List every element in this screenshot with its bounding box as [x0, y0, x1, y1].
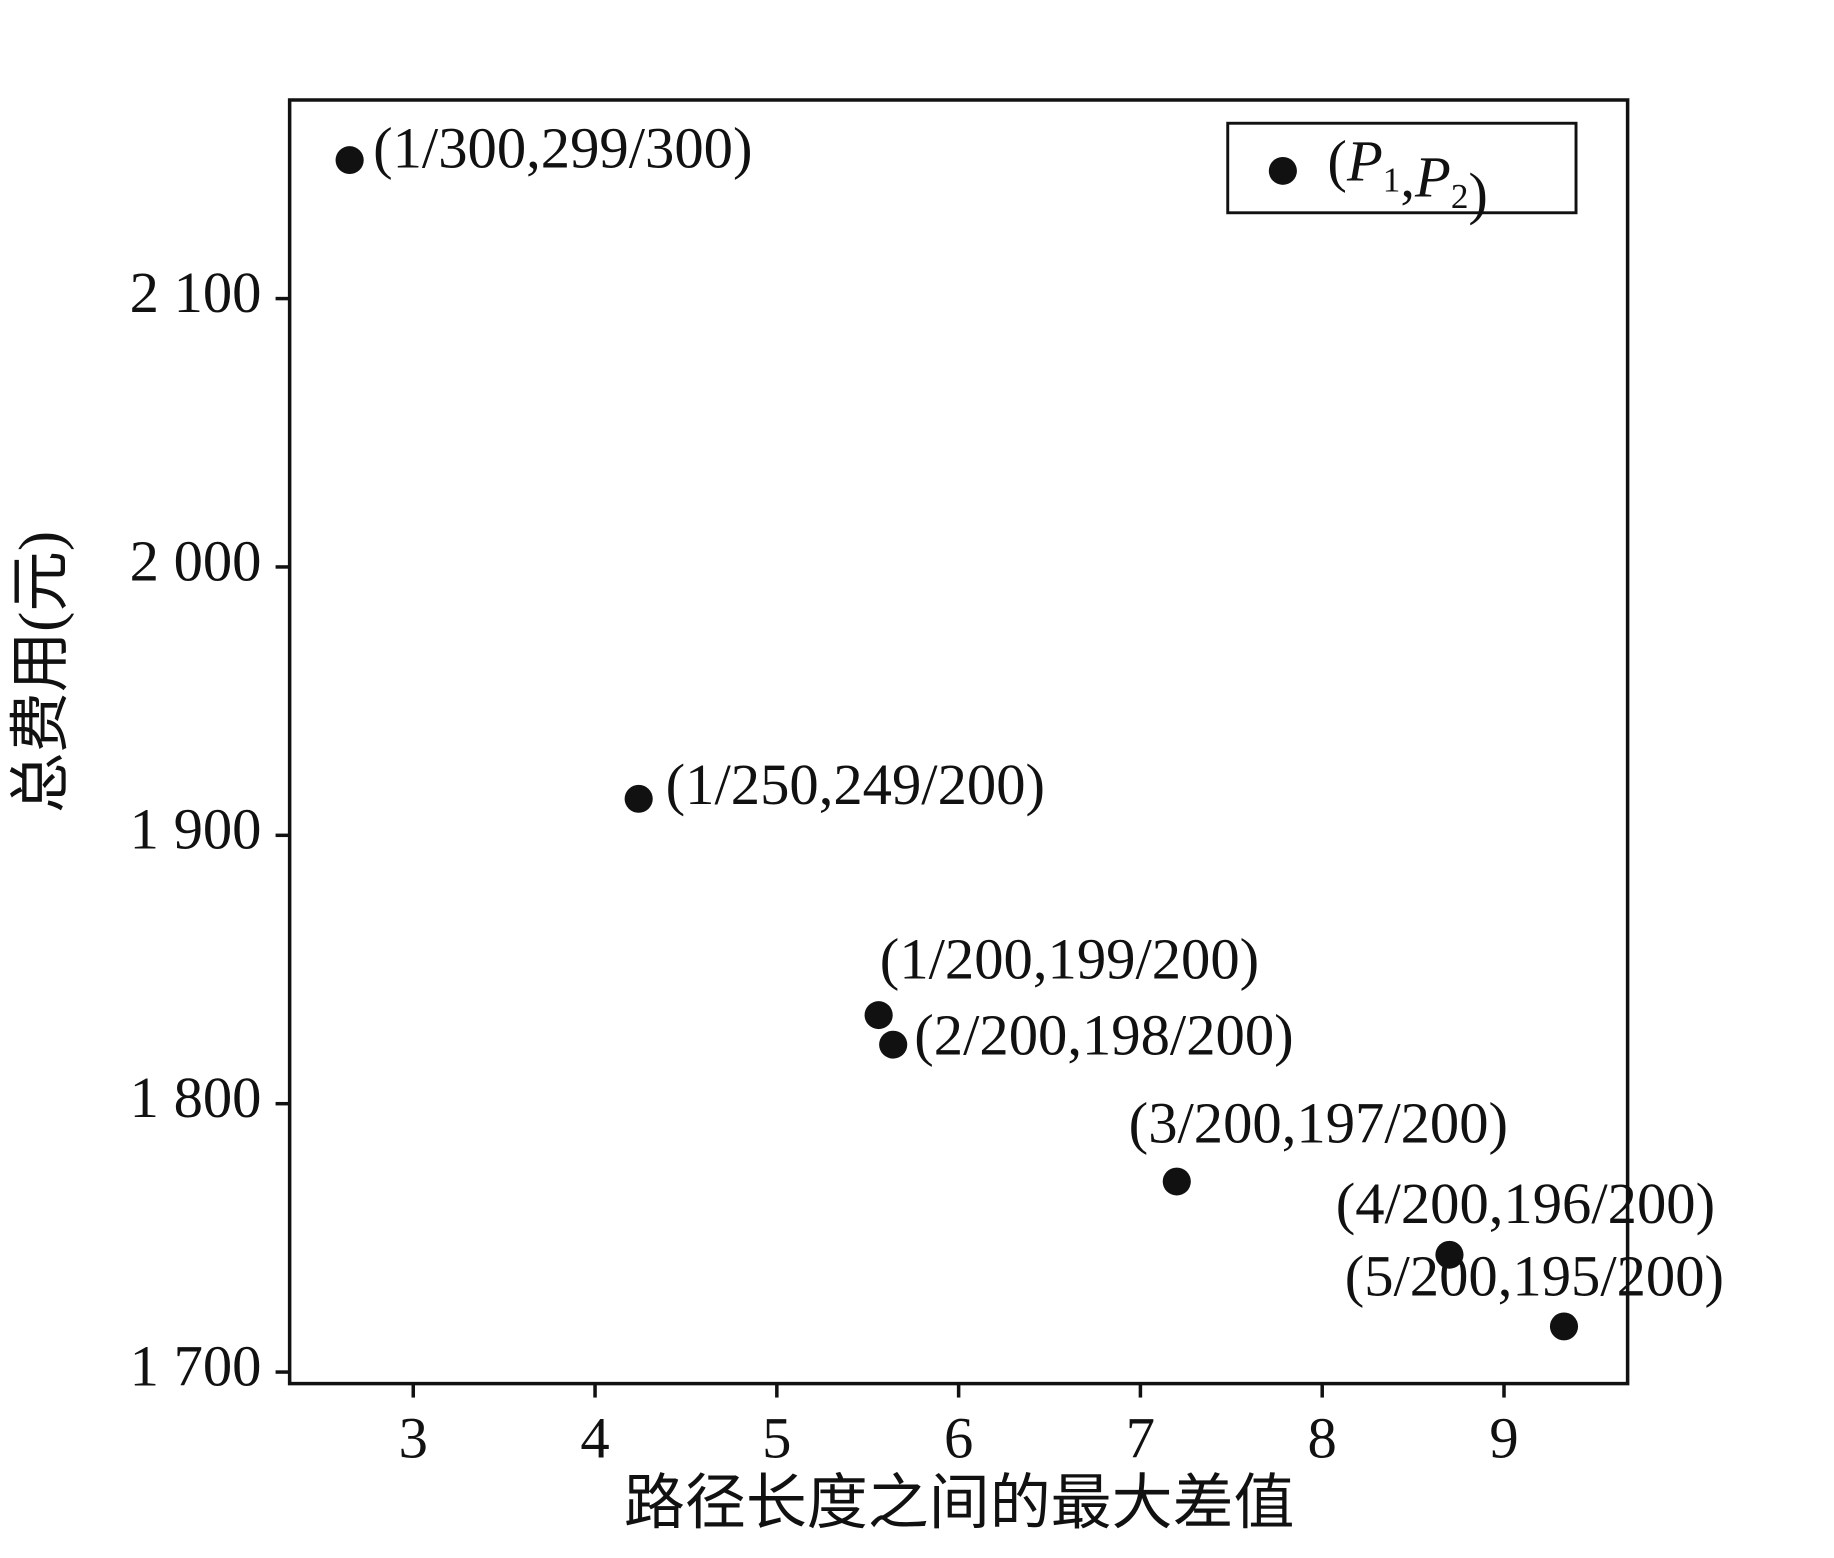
y-tick-label: 2 000: [130, 529, 262, 594]
point-label: (4/200,196/200): [1336, 1171, 1715, 1236]
y-tick-label: 1 800: [130, 1065, 262, 1130]
point-label: (1/300,299/300): [373, 116, 752, 181]
point: [1549, 1312, 1579, 1341]
point-label: (1/200,199/200): [880, 927, 1259, 992]
point: [879, 1030, 908, 1059]
legend-marker: [1268, 156, 1297, 185]
y-axis-title: 总费用(元): [8, 531, 75, 813]
x-tick-label: 4: [580, 1406, 609, 1471]
point-label: (3/200,197/200): [1129, 1091, 1508, 1156]
point: [624, 784, 653, 813]
x-axis-title: 路径长度之间的最大差值: [624, 1470, 1295, 1537]
point: [1435, 1240, 1464, 1269]
point: [864, 1001, 893, 1030]
x-tick-label: 9: [1489, 1406, 1518, 1471]
y-tick-label: 2 100: [130, 260, 262, 325]
point: [1162, 1167, 1191, 1196]
point-label: (5/200,195/200): [1345, 1244, 1724, 1309]
point: [335, 146, 364, 175]
y-tick-label: 1 700: [130, 1334, 262, 1399]
x-tick-label: 6: [944, 1406, 973, 1471]
legend-label: (P1,P2): [1327, 129, 1488, 226]
x-tick-label: 3: [399, 1406, 428, 1471]
point-label: (1/250,249/200): [666, 752, 1045, 817]
y-tick-label: 1 900: [130, 797, 262, 862]
x-tick-label: 8: [1308, 1406, 1337, 1471]
x-tick-label: 5: [762, 1406, 791, 1471]
x-tick-label: 7: [1126, 1406, 1155, 1471]
point-label: (2/200,198/200): [914, 1003, 1293, 1068]
